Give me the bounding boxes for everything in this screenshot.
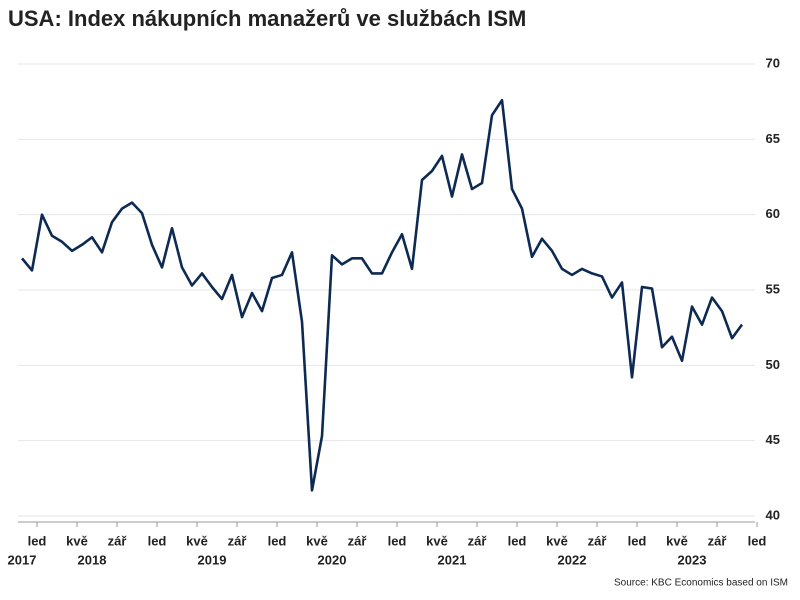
- chart-title: USA: Index nákupních manažerů ve službác…: [8, 6, 526, 31]
- x-tick-label: zář: [228, 533, 248, 548]
- x-tick-label: kvě: [66, 533, 88, 548]
- x-year-label: 2019: [198, 552, 227, 567]
- x-tick-label: led: [148, 533, 167, 548]
- x-year-label: 2022: [558, 552, 587, 567]
- x-tick-label: led: [28, 533, 47, 548]
- x-tick-label: zář: [468, 533, 488, 548]
- x-year-label: 2023: [678, 552, 707, 567]
- y-tick-label: 45: [766, 432, 780, 447]
- data-line: [20, 98, 744, 492]
- x-tick-label: led: [388, 533, 407, 548]
- y-tick-label: 55: [766, 281, 780, 296]
- source-note: Source: KBC Economics based on ISM: [614, 578, 788, 589]
- x-year-label: 2021: [438, 552, 467, 567]
- y-tick-label: 60: [766, 206, 780, 221]
- x-tick-label: zář: [588, 533, 608, 548]
- x-tick-label: kvě: [426, 533, 448, 548]
- x-tick-label: kvě: [306, 533, 328, 548]
- x-year-label: 2017: [8, 552, 37, 567]
- y-tick-label: 65: [766, 131, 780, 146]
- y-tick-label: 50: [766, 357, 780, 372]
- x-tick-label: led: [628, 533, 647, 548]
- x-tick-label: led: [508, 533, 527, 548]
- x-tick-label: zář: [108, 533, 128, 548]
- x-year-label: 2018: [78, 552, 107, 567]
- x-year-label: 2020: [318, 552, 347, 567]
- x-tick-label: zář: [708, 533, 728, 548]
- y-tick-label: 70: [766, 55, 780, 70]
- x-tick-label: led: [268, 533, 287, 548]
- x-tick-label: kvě: [666, 533, 688, 548]
- x-tick-label: zář: [348, 533, 368, 548]
- x-tick-label: led: [748, 533, 767, 548]
- y-tick-label: 40: [766, 507, 780, 522]
- x-tick-label: kvě: [186, 533, 208, 548]
- x-tick-label: kvě: [546, 533, 568, 548]
